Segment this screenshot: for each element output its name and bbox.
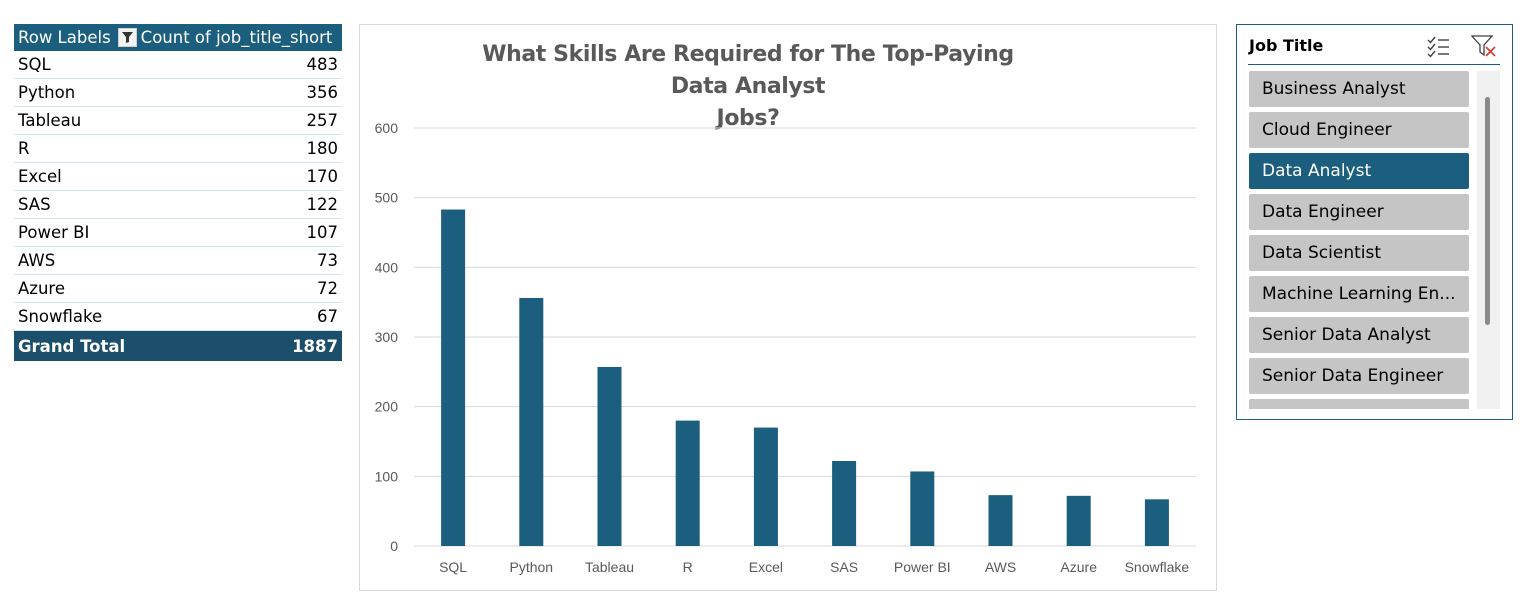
job-title-slicer[interactable]: Job Title Business Analyst Cloud Engineer… bbox=[1236, 24, 1513, 420]
slicer-item[interactable]: Machine Learning En... bbox=[1249, 276, 1469, 312]
pivot-row[interactable]: AWS 73 bbox=[14, 247, 342, 275]
grand-total-value: 1887 bbox=[292, 336, 338, 356]
slicer-header-divider bbox=[1248, 64, 1500, 65]
pivot-row[interactable]: Excel 170 bbox=[14, 163, 342, 191]
pivot-row-label: Tableau bbox=[18, 111, 82, 130]
bar-chart[interactable]: What Skills Are Required for The Top-Pay… bbox=[359, 24, 1217, 591]
pivot-row-label: R bbox=[18, 139, 30, 158]
grand-total-label: Grand Total bbox=[18, 336, 126, 356]
x-tick-label: AWS bbox=[985, 559, 1016, 575]
row-labels-header[interactable]: Row Labels bbox=[18, 28, 111, 47]
pivot-row-value: 170 bbox=[306, 167, 339, 186]
x-tick-label: Excel bbox=[749, 559, 783, 575]
slicer-item[interactable]: Business Analyst bbox=[1249, 71, 1469, 107]
slicer-item[interactable]: Senior Data Engineer bbox=[1249, 358, 1469, 394]
slicer-scrollbar-thumb[interactable] bbox=[1485, 97, 1490, 325]
multi-select-icon[interactable] bbox=[1425, 34, 1451, 58]
y-tick-label: 0 bbox=[390, 538, 398, 554]
pivot-row[interactable]: Power BI 107 bbox=[14, 219, 342, 247]
pivot-row[interactable]: R 180 bbox=[14, 135, 342, 163]
x-tick-label: Snowflake bbox=[1125, 559, 1190, 575]
x-tick-label: SQL bbox=[439, 559, 467, 575]
pivot-rows: SQL 483 Python 356 Tableau 257 R 180 Excel 170 SAS… bbox=[14, 51, 342, 331]
pivot-row[interactable]: Tableau 257 bbox=[14, 107, 342, 135]
y-tick-label: 400 bbox=[375, 259, 399, 275]
slicer-title: Job Title bbox=[1249, 36, 1324, 55]
pivot-row-label: Python bbox=[18, 83, 76, 102]
pivot-header-row: Row Labels Count of job_title_short bbox=[14, 24, 342, 51]
filter-dropdown-icon[interactable] bbox=[117, 28, 137, 47]
count-column-header[interactable]: Count of job_title_short bbox=[140, 28, 333, 47]
bar[interactable] bbox=[1066, 495, 1091, 546]
pivot-row-label: Azure bbox=[18, 279, 65, 298]
pivot-row[interactable]: SAS 122 bbox=[14, 191, 342, 219]
grand-total-row[interactable]: Grand Total 1887 bbox=[14, 331, 342, 361]
bar[interactable] bbox=[519, 297, 544, 546]
pivot-row-label: Snowflake bbox=[18, 307, 103, 326]
bar[interactable] bbox=[1144, 499, 1169, 546]
pivot-row-value: 73 bbox=[317, 251, 338, 270]
y-tick-label: 600 bbox=[375, 120, 399, 136]
y-tick-label: 100 bbox=[375, 468, 399, 484]
bar[interactable] bbox=[753, 427, 778, 546]
pivot-row-value: 67 bbox=[317, 307, 338, 326]
pivot-row-label: SQL bbox=[18, 55, 51, 74]
pivot-row-value: 356 bbox=[306, 83, 339, 102]
pivot-row-label: Excel bbox=[18, 167, 62, 186]
pivot-row[interactable]: SQL 483 bbox=[14, 51, 342, 79]
pivot-row[interactable]: Azure 72 bbox=[14, 275, 342, 303]
x-tick-label: Python bbox=[510, 559, 554, 575]
x-tick-label: Azure bbox=[1060, 559, 1097, 575]
bar[interactable] bbox=[988, 495, 1013, 546]
chart-title[interactable]: What Skills Are Required for The Top-Pay… bbox=[460, 39, 1036, 135]
bar[interactable] bbox=[675, 420, 700, 546]
bar[interactable] bbox=[832, 461, 857, 546]
chart-title-line-1: What Skills Are Required for The Top-Pay… bbox=[482, 42, 1014, 99]
chart-title-line-2: Jobs? bbox=[716, 106, 780, 131]
pivot-row-value: 257 bbox=[306, 111, 339, 130]
slicer-item[interactable]: Data Engineer bbox=[1249, 194, 1469, 230]
pivot-row-label: Power BI bbox=[18, 223, 90, 242]
pivot-row-value: 483 bbox=[306, 55, 339, 74]
x-tick-label: Tableau bbox=[585, 559, 634, 575]
y-tick-label: 200 bbox=[375, 399, 399, 415]
slicer-item[interactable]: Data Analyst bbox=[1249, 153, 1469, 189]
slicer-item[interactable]: Cloud Engineer bbox=[1249, 112, 1469, 148]
y-tick-label: 300 bbox=[375, 329, 399, 345]
bar[interactable] bbox=[597, 366, 622, 546]
pivot-row-value: 122 bbox=[306, 195, 339, 214]
slicer-item[interactable]: Data Scientist bbox=[1249, 235, 1469, 271]
pivot-row[interactable]: Snowflake 67 bbox=[14, 303, 342, 331]
x-tick-label: R bbox=[683, 559, 693, 575]
chart-plot-area[interactable]: 0 100 200 300 400 500 600 SQL Python Tableau R Exce… bbox=[360, 25, 1216, 590]
x-tick-label: Power BI bbox=[894, 559, 951, 575]
pivot-row[interactable]: Python 356 bbox=[14, 79, 342, 107]
bar[interactable] bbox=[441, 209, 466, 546]
slicer-item[interactable]: Senior Data Analyst bbox=[1249, 317, 1469, 353]
y-tick-label: 500 bbox=[375, 190, 399, 206]
slicer-item-list: Business Analyst Cloud Engineer Data Analy… bbox=[1249, 71, 1469, 409]
pivot-row-value: 72 bbox=[317, 279, 338, 298]
pivot-row-label: AWS bbox=[18, 251, 56, 270]
clear-filter-icon[interactable] bbox=[1470, 34, 1497, 58]
pivot-row-value: 107 bbox=[306, 223, 339, 242]
pivot-table: Row Labels Count of job_title_short SQL 4… bbox=[14, 24, 342, 361]
bar[interactable] bbox=[910, 471, 935, 546]
pivot-row-label: SAS bbox=[18, 195, 51, 214]
slicer-item-partial[interactable] bbox=[1249, 399, 1469, 409]
pivot-row-value: 180 bbox=[306, 139, 339, 158]
x-tick-label: SAS bbox=[830, 559, 858, 575]
